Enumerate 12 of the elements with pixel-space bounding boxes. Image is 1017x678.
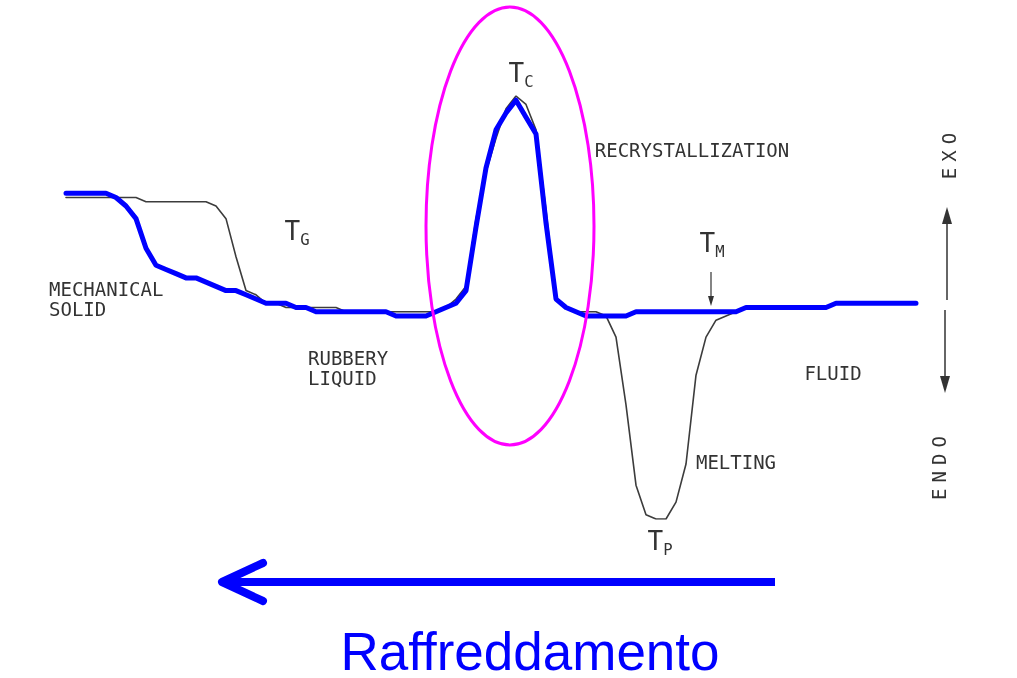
text: ENDO: [928, 430, 951, 500]
text: Raffreddamento: [340, 622, 720, 678]
annotation: MECHANICAL SOLID: [49, 278, 164, 320]
annotation: RECRYSTALLIZATION: [594, 139, 790, 162]
annotation: T$_{G}$: [284, 216, 310, 250]
annotation: T$_{M}$: [699, 228, 725, 262]
text: T$_{C}$: [508, 58, 534, 92]
annotation: MELTING: [695, 451, 777, 474]
annotation: FLUID: [804, 362, 862, 385]
annotation: RUBBERY LIQUID: [308, 347, 389, 389]
text: EXO: [938, 126, 961, 180]
text: T$_{P}$: [647, 526, 673, 560]
